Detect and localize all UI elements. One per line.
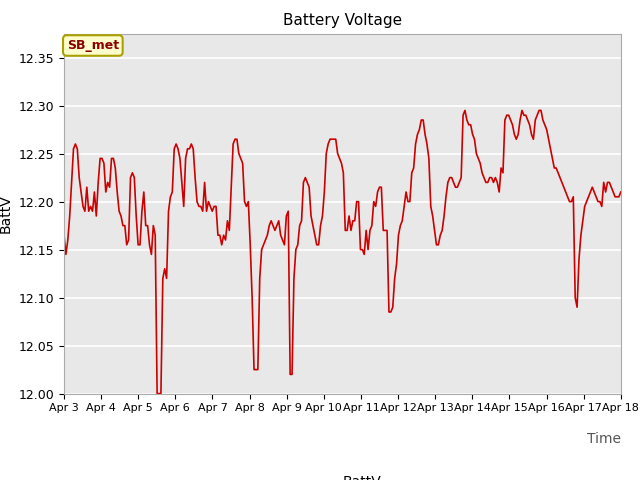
Text: SB_met: SB_met: [67, 39, 119, 52]
Y-axis label: BattV: BattV: [0, 194, 13, 233]
Title: Battery Voltage: Battery Voltage: [283, 13, 402, 28]
Text: Time: Time: [587, 432, 621, 446]
Legend: BattV: BattV: [298, 469, 387, 480]
